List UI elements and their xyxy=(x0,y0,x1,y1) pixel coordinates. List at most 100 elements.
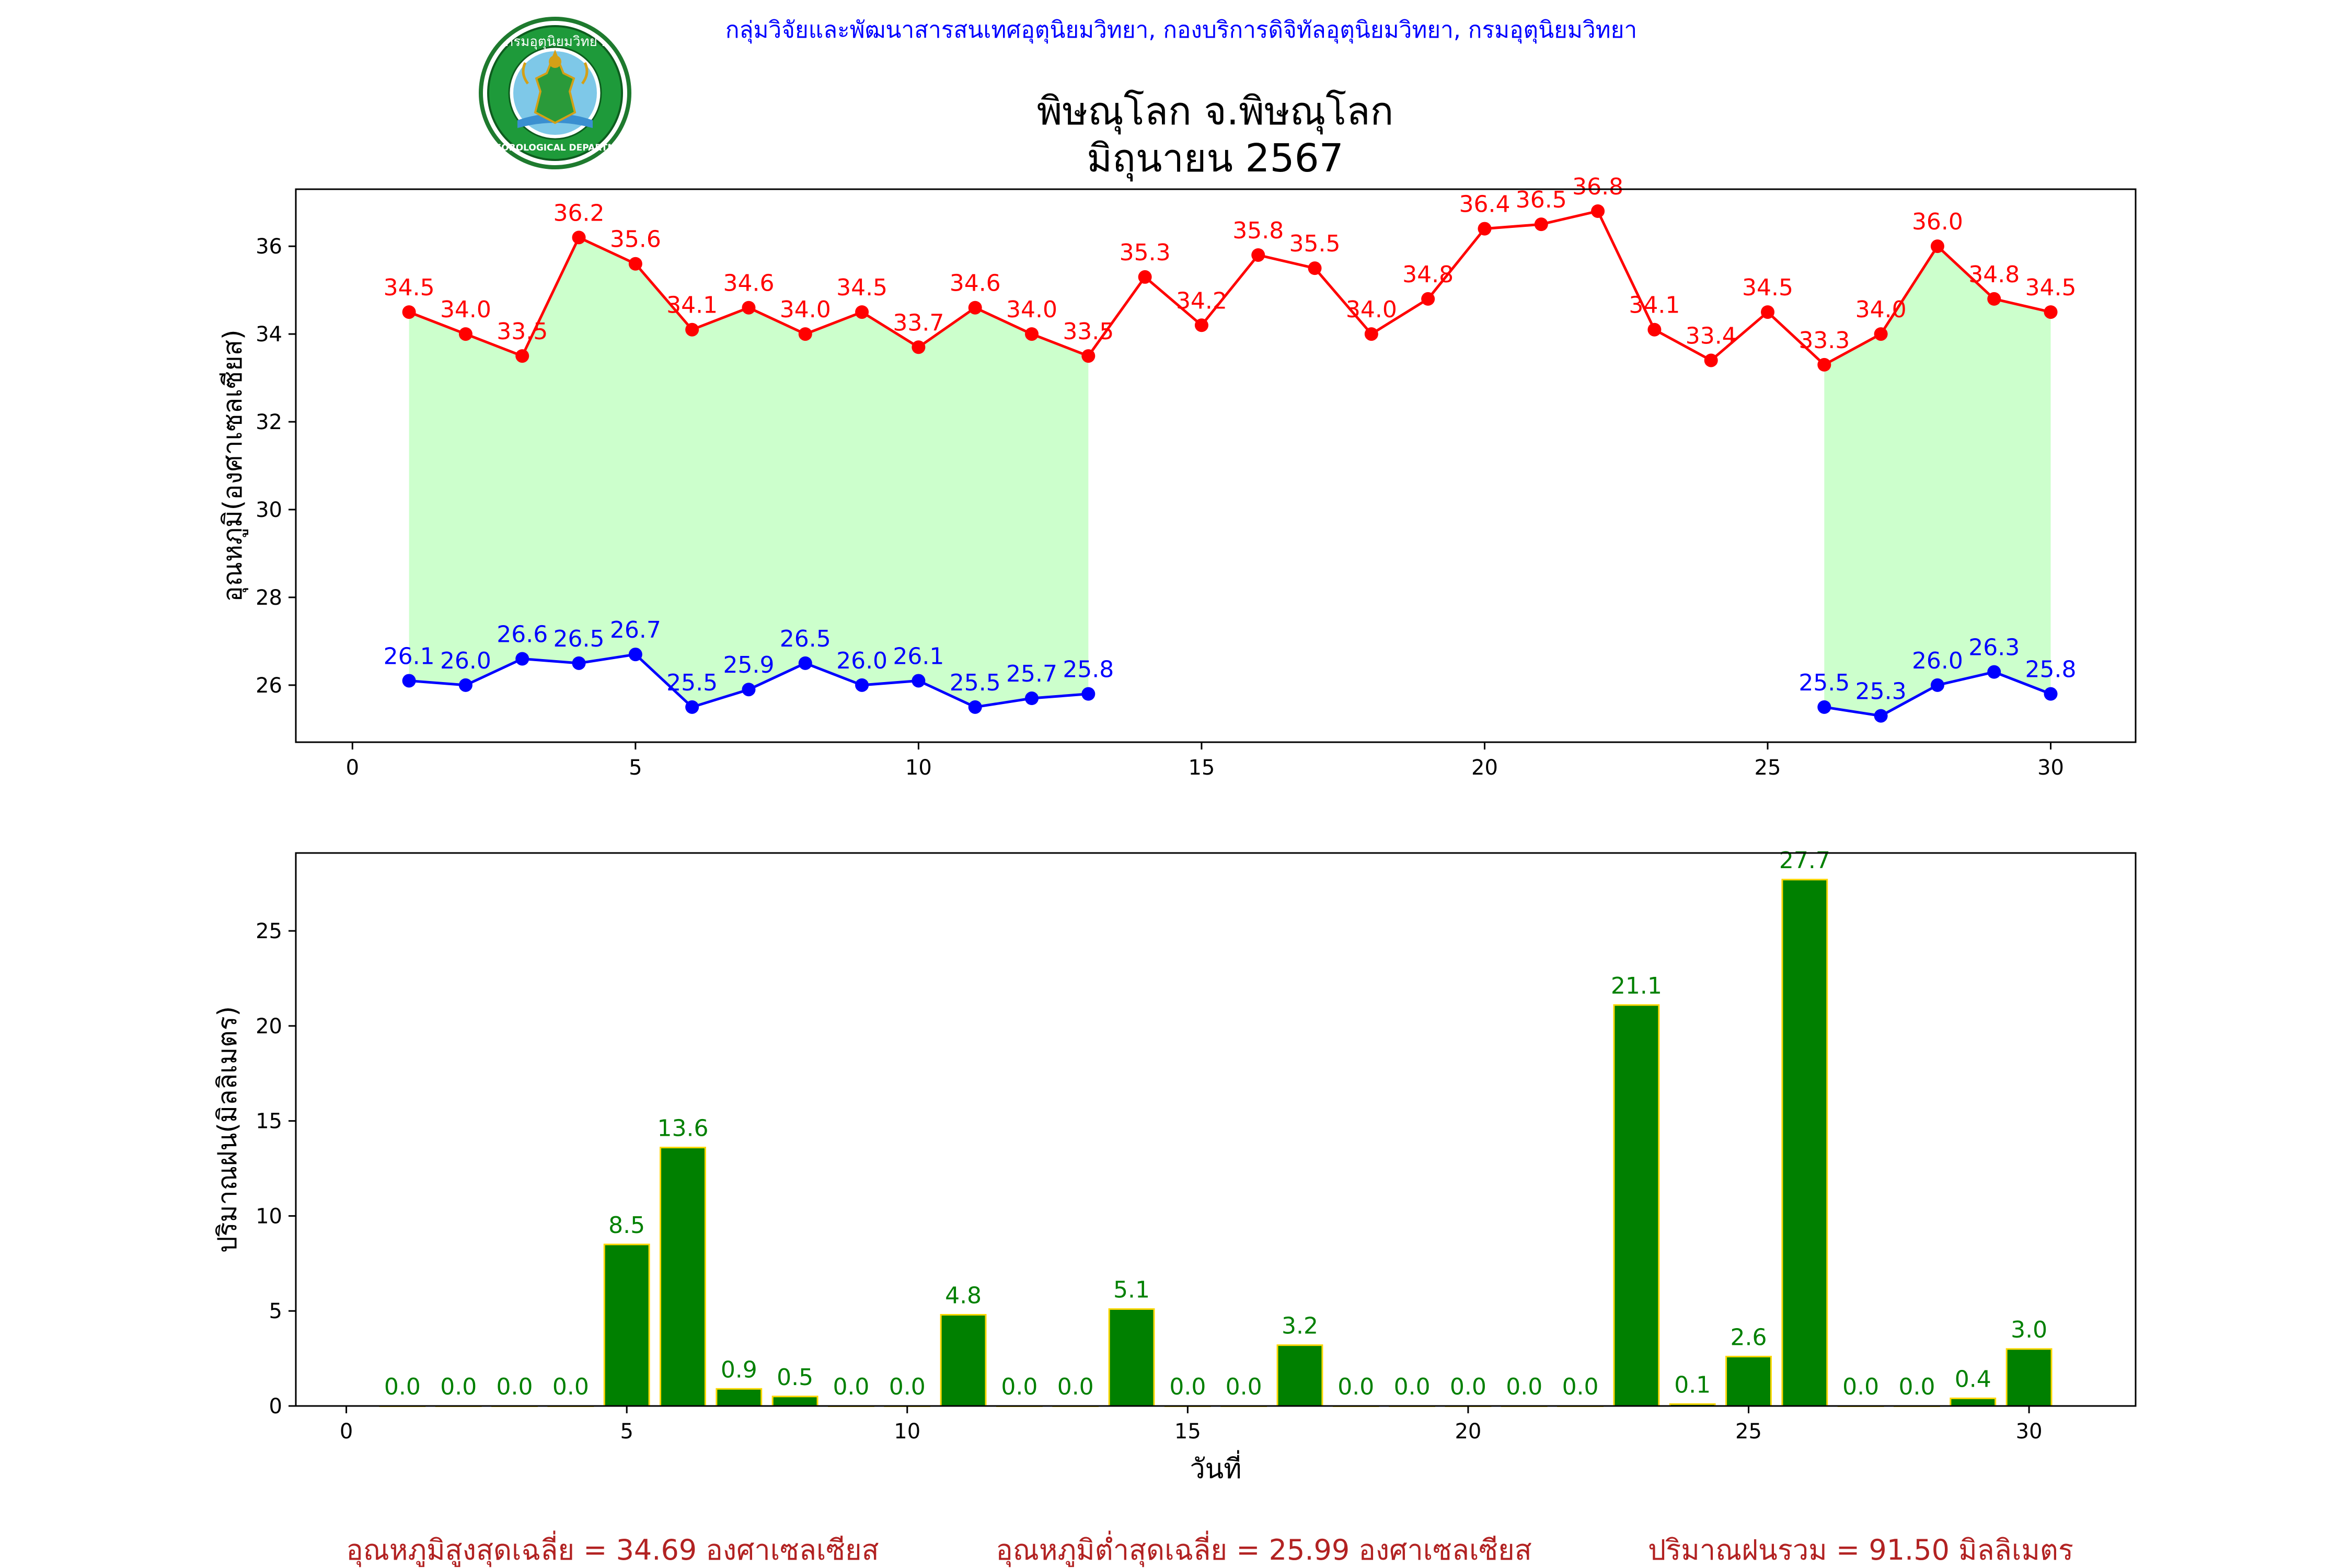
max-temperature-data-label: 36.8 xyxy=(1572,174,1623,200)
rainfall-data-label: 0.0 xyxy=(1898,1374,1935,1400)
max-temperature-data-label: 34.5 xyxy=(1742,274,1793,301)
min-temperature-point xyxy=(2044,687,2058,701)
rainfall-data-label: 3.0 xyxy=(2011,1317,2047,1343)
max-temperature-point xyxy=(855,305,869,319)
min-temperature-data-label: 25.8 xyxy=(2025,656,2077,683)
temperature-y-tick-label: 28 xyxy=(256,586,282,610)
max-temperature-point xyxy=(1081,349,1096,363)
max-temperature-point xyxy=(1364,327,1378,341)
max-min-range-fill xyxy=(409,237,2051,716)
min-temperature-point xyxy=(685,700,699,714)
rainfall-data-label: 0.0 xyxy=(1226,1374,1262,1400)
max-temperature-data-label: 35.5 xyxy=(1289,230,1341,257)
min-temperature-data-label: 25.8 xyxy=(1063,656,1114,683)
max-temperature-data-label: 34.5 xyxy=(836,274,887,301)
rainfall-data-label: 0.0 xyxy=(497,1374,533,1400)
avg-max-temperature: อุณหภูมิสูงสุดเฉลี่ย = 34.69 องศาเซลเซีย… xyxy=(346,1530,879,1567)
max-temperature-data-label: 34.6 xyxy=(950,270,1001,297)
max-temperature-point xyxy=(912,340,926,354)
total-rainfall: ปริมาณฝนรวม = 91.50 มิลลิเมตร xyxy=(1648,1534,2073,1566)
rainfall-y-tick-label: 15 xyxy=(256,1110,282,1134)
rainfall-data-label: 0.0 xyxy=(1842,1374,1879,1400)
min-temperature-point xyxy=(1930,678,1944,692)
max-temperature-data-label: 34.0 xyxy=(1006,296,1057,323)
rainfall-plot-frame xyxy=(295,852,2137,1407)
max-temperature-data-label: 34.5 xyxy=(2025,274,2077,301)
rainfall-data-label: 0.4 xyxy=(1955,1366,1991,1392)
temperature-y-tick-label: 32 xyxy=(256,410,282,434)
rainfall-data-label: 0.0 xyxy=(1169,1374,1206,1400)
max-temperature-data-label: 35.6 xyxy=(610,226,661,253)
rainfall-data-label: 4.8 xyxy=(945,1282,982,1309)
rainfall-bar xyxy=(1613,1004,1660,1407)
max-temperature-data-label: 34.8 xyxy=(1968,261,2020,288)
rainfall-bar xyxy=(940,1313,987,1407)
max-temperature-point xyxy=(1817,358,1831,372)
rainfall-y-tick-label: 25 xyxy=(256,919,282,943)
max-temperature-point xyxy=(402,305,416,319)
rainfall-data-label: 0.0 xyxy=(1057,1374,1094,1400)
min-temperature-data-label: 26.7 xyxy=(610,617,661,643)
temperature-x-tick-label: 20 xyxy=(1471,756,1498,780)
min-temperature-point xyxy=(742,683,756,697)
rainfall-y-axis-label: ปริมาณฝน(มิลลิเมตร) xyxy=(212,1006,243,1253)
max-temperature-point xyxy=(628,257,642,271)
max-temperature-data-label: 33.5 xyxy=(1063,318,1114,345)
max-temperature-point xyxy=(1591,204,1605,218)
min-temperature-point xyxy=(798,656,812,670)
min-temperature-data-label: 26.5 xyxy=(780,626,831,652)
rainfall-data-label: 0.1 xyxy=(1674,1371,1711,1398)
max-temperature-point xyxy=(1138,270,1152,284)
min-temperature-data-label: 26.5 xyxy=(554,626,605,652)
rainfall-x-tick-label: 25 xyxy=(1735,1420,1762,1444)
rainfall-data-label: 0.0 xyxy=(384,1374,421,1400)
temperature-axes: 0 5 10 15 20 25 30 26 28 30 32 34 36 xyxy=(256,235,2064,780)
min-temperature-point xyxy=(458,678,472,692)
rainfall-data-label: 0.0 xyxy=(1001,1374,1037,1400)
max-temperature-point xyxy=(1478,222,1492,236)
max-temperature-data-label: 36.2 xyxy=(554,200,605,226)
rainfall-bar xyxy=(660,1147,706,1407)
temperature-x-tick-label: 5 xyxy=(629,756,642,780)
max-temperature-point xyxy=(1194,318,1208,332)
rainfall-bar xyxy=(1276,1344,1323,1407)
max-temperature-point xyxy=(1308,261,1322,275)
rainfall-x-tick-label: 30 xyxy=(2016,1420,2043,1444)
max-temperature-point xyxy=(515,349,529,363)
min-temperature-point xyxy=(1025,691,1039,706)
min-temperature-data-label: 25.5 xyxy=(950,670,1001,696)
rainfall-x-axis-label: วันที่ xyxy=(1190,1450,1241,1485)
temperature-plot-frame xyxy=(295,188,2137,743)
max-temperature-data-label: 33.4 xyxy=(1686,322,1737,349)
max-temperature-data-label: 36.0 xyxy=(1912,209,1963,235)
rainfall-data-label: 0.0 xyxy=(833,1374,869,1400)
max-temperature-point xyxy=(798,327,812,341)
temperature-x-tick-label: 0 xyxy=(346,756,359,780)
max-temperature-point xyxy=(458,327,472,341)
temperature-series: 34.534.033.536.235.634.134.634.034.533.7… xyxy=(384,174,2077,723)
rainfall-y-tick-label: 5 xyxy=(269,1299,282,1323)
max-temperature-point xyxy=(1647,322,1662,337)
temperature-range-fill xyxy=(1824,246,2051,716)
max-temperature-data-label: 33.5 xyxy=(497,318,548,345)
rainfall-data-label: 3.2 xyxy=(1282,1313,1318,1340)
temperature-range-fill xyxy=(409,237,1089,707)
min-temperature-point xyxy=(1874,709,1888,723)
max-temperature-data-label: 34.2 xyxy=(1176,287,1227,314)
min-temperature-data-label: 26.1 xyxy=(384,643,435,670)
rainfall-x-tick-label: 5 xyxy=(620,1420,633,1444)
rainfall-bar xyxy=(2005,1348,2053,1407)
max-temperature-data-label: 33.7 xyxy=(893,309,944,336)
min-temperature-data-label: 25.9 xyxy=(723,652,774,678)
rainfall-data-label: 0.0 xyxy=(440,1374,477,1400)
max-temperature-point xyxy=(1987,292,2001,306)
rainfall-bar xyxy=(716,1388,763,1407)
max-temperature-data-label: 33.3 xyxy=(1798,327,1850,354)
min-temperature-data-label: 26.6 xyxy=(497,621,548,648)
max-temperature-point xyxy=(2044,305,2058,319)
max-temperature-data-label: 34.6 xyxy=(723,270,774,297)
avg-min-temperature: อุณหภูมิต่ำสุดเฉลี่ย = 25.99 องศาเซลเซีย… xyxy=(996,1530,1531,1567)
